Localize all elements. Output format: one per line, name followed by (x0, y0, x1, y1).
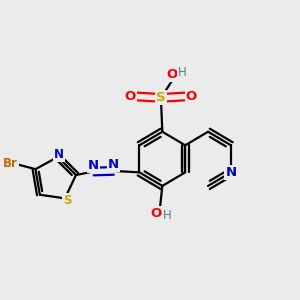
Text: O: O (186, 90, 197, 103)
Text: N: N (108, 158, 119, 171)
Text: N: N (225, 166, 236, 179)
Text: O: O (166, 68, 177, 81)
Text: N: N (88, 158, 99, 172)
Text: H: H (178, 66, 187, 79)
Text: Br: Br (3, 158, 18, 170)
Text: H: H (163, 209, 172, 223)
Text: S: S (156, 92, 166, 104)
Text: S: S (63, 194, 71, 207)
Text: N: N (54, 148, 64, 161)
Text: O: O (125, 90, 136, 103)
Text: O: O (150, 207, 162, 220)
